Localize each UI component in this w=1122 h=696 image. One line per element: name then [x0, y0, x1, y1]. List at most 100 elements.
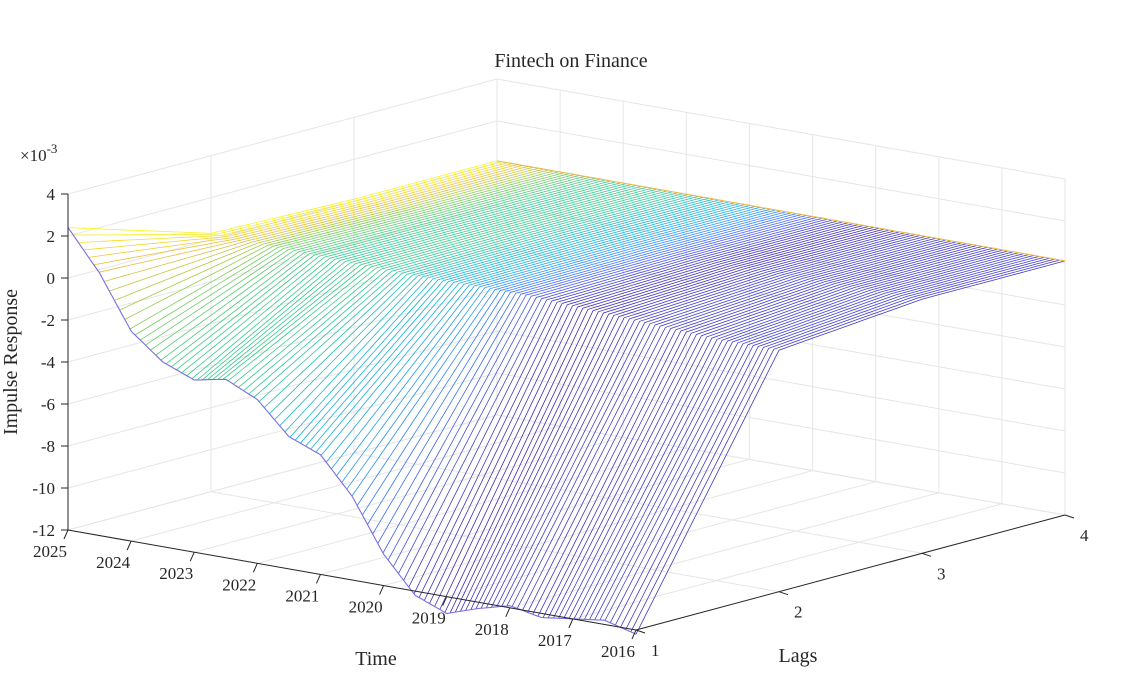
x-tick-label: 2020 — [349, 598, 383, 617]
y-axis-title: Lags — [779, 645, 818, 667]
surface-mesh-line — [470, 231, 900, 610]
surface-mesh-line — [279, 197, 709, 427]
wall-grid-z — [67, 78, 498, 195]
surface-mesh-line — [361, 212, 792, 516]
surface-mesh-line — [145, 174, 575, 346]
y-tick-label: 3 — [937, 564, 946, 583]
x-tick-label: 2018 — [475, 620, 509, 639]
surface-mesh-line — [537, 243, 968, 617]
x-tick — [568, 618, 574, 629]
surface-mesh-line — [423, 223, 854, 601]
surface-mesh-line — [346, 209, 776, 490]
surface-mesh-line — [475, 232, 906, 610]
surface-mesh-line — [398, 218, 828, 574]
surface-mesh-line — [186, 181, 616, 377]
x-tick-label: 2019 — [412, 609, 446, 628]
surface-mesh-line — [191, 182, 622, 380]
y-tick — [1064, 514, 1075, 519]
surface-mesh-line — [553, 246, 983, 619]
surface-mesh-line — [532, 242, 962, 615]
surface-mesh-line — [454, 228, 885, 613]
surface-layer — [67, 160, 1066, 635]
surface-mesh-line — [212, 186, 642, 380]
surface-mesh-line — [372, 214, 802, 535]
surface-edge-lag-4 — [496, 160, 1066, 262]
surface-mesh-line — [274, 196, 704, 420]
surface-mesh-line — [109, 167, 539, 292]
floor-grid-x — [257, 447, 687, 564]
y-tick-label: 4 — [1080, 526, 1089, 545]
surface-mesh-line — [243, 191, 673, 392]
z-tick-label: -2 — [41, 311, 55, 330]
surface-mesh-line — [305, 202, 735, 447]
x-tick — [189, 552, 195, 562]
y-tick — [635, 629, 646, 634]
floor-grid-x — [383, 470, 813, 587]
surface-mesh-line — [78, 162, 508, 243]
surface-mesh-line — [408, 220, 838, 588]
surface-mesh-line — [129, 171, 560, 330]
surface-mesh-line — [258, 194, 689, 402]
wall-grid-z — [67, 372, 498, 489]
x-axis-line — [67, 529, 637, 631]
z-axis-title: Impulse Response — [0, 289, 22, 435]
surface-mesh-line — [578, 250, 1009, 620]
surface-mesh-line — [88, 164, 518, 258]
surface-mesh-line — [584, 251, 1014, 620]
surface-mesh-line — [336, 207, 766, 476]
x-tick-label: 2021 — [285, 586, 319, 605]
surface-mesh-line — [429, 224, 859, 604]
surface-mesh-line — [67, 160, 498, 234]
surface-mesh-line — [609, 256, 1040, 623]
surface-mesh-line — [93, 165, 523, 266]
surface-mesh-line — [563, 247, 993, 619]
x-axis-title: Time — [355, 648, 397, 670]
side-grid-z — [496, 414, 1066, 516]
surface-mesh-line — [522, 240, 952, 611]
x-tick-label: 2023 — [159, 564, 193, 583]
wall-grid-z — [67, 414, 498, 531]
floor-grid-x — [194, 436, 624, 553]
surface-mesh-line — [382, 216, 813, 554]
surface-mesh-line — [367, 213, 797, 525]
surface-mesh-line — [434, 225, 864, 607]
floor-grid-y — [210, 491, 780, 593]
surface-mesh-line — [330, 206, 761, 470]
surface-mesh-line — [269, 196, 699, 414]
surface-mesh-line — [625, 258, 1055, 630]
surface-mesh-line — [207, 185, 637, 381]
surface-mesh-line — [140, 173, 570, 341]
x-tick-label: 2025 — [33, 542, 67, 561]
side-grid-z — [496, 288, 1066, 390]
wall-grid-z — [67, 330, 498, 447]
surface-mesh-line — [527, 241, 957, 613]
x-tick — [505, 607, 511, 617]
surface-mesh-line — [594, 253, 1024, 620]
surface-mesh-line — [506, 237, 937, 607]
surface-mesh-line — [620, 257, 1050, 628]
surface-mesh-line — [217, 186, 647, 380]
surface-mesh-line — [387, 216, 818, 561]
wall-grid-z — [67, 120, 498, 237]
surface-mesh-line — [253, 193, 684, 398]
surface-mesh-line — [341, 208, 771, 483]
floor-grid-y — [353, 452, 923, 554]
y-tick — [778, 591, 789, 596]
surface-mesh-line — [444, 226, 875, 613]
surface-mesh-line — [599, 254, 1030, 621]
z-tick-label: 2 — [47, 227, 56, 246]
surface-mesh-line — [496, 236, 926, 608]
surface-mesh-line — [501, 236, 931, 607]
surface-mesh-line — [103, 166, 534, 282]
floor-grid-x — [130, 425, 561, 542]
x-tick — [379, 585, 385, 595]
surface-mesh-line — [325, 206, 756, 463]
surface-mesh-line — [98, 166, 529, 273]
surface-mesh-line — [300, 201, 730, 444]
surface-mesh-line — [238, 190, 668, 388]
surface-mesh-line — [232, 189, 663, 385]
surface-mesh-line — [150, 175, 580, 351]
surface-mesh-line — [547, 245, 978, 618]
